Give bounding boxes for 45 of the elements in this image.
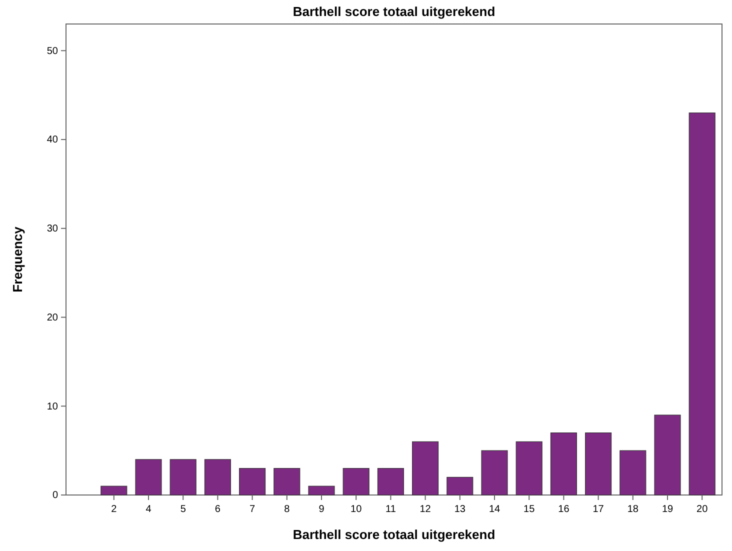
x-tick-label: 2	[111, 504, 118, 515]
y-tick-label: 20	[46, 312, 58, 324]
x-tick-label: 9	[318, 504, 325, 515]
y-tick-label: 50	[46, 46, 58, 57]
y-axis-title: Frequency	[10, 226, 25, 292]
x-tick-label: 8	[284, 504, 290, 515]
bar	[100, 486, 128, 496]
x-tick-label: 18	[627, 504, 639, 515]
x-tick-label: 12	[420, 504, 432, 515]
bar	[585, 432, 612, 496]
bar	[516, 441, 542, 496]
x-tick-label: 15	[524, 504, 536, 515]
x-tick-label: 4	[146, 504, 152, 515]
bar	[446, 476, 474, 496]
x-tick-label: 10	[350, 504, 362, 515]
bar	[481, 450, 508, 496]
bar	[308, 486, 335, 496]
bar	[135, 459, 162, 496]
bar	[342, 468, 370, 496]
x-tick-label: 5	[180, 504, 186, 515]
chart-title: Barthell score totaal uitgerekend	[292, 4, 496, 19]
x-tick-label: 16	[558, 504, 570, 515]
bar	[274, 468, 300, 496]
x-axis-title: Barthell score totaal uitgerekend	[292, 527, 496, 542]
y-tick-label: 40	[46, 134, 58, 146]
bar	[170, 459, 196, 496]
bar	[654, 414, 681, 496]
y-tick-label: 30	[46, 224, 58, 235]
bar	[620, 450, 646, 496]
x-tick-label: 13	[454, 504, 466, 515]
bar	[550, 432, 577, 496]
x-tick-label: 20	[696, 504, 708, 515]
x-tick-label: 14	[488, 504, 500, 515]
x-tick-label: 19	[662, 504, 674, 515]
x-tick-label: 11	[386, 504, 396, 515]
x-tick-label: 6	[214, 504, 221, 515]
bar	[204, 459, 231, 496]
x-tick-label: 7	[250, 504, 256, 515]
x-tick-label: 17	[592, 504, 604, 515]
bar	[239, 468, 266, 496]
y-tick-label: 0	[52, 490, 58, 502]
bar	[377, 468, 404, 496]
bar	[412, 441, 439, 496]
y-tick-label: 10	[46, 401, 58, 412]
bar	[688, 112, 716, 496]
